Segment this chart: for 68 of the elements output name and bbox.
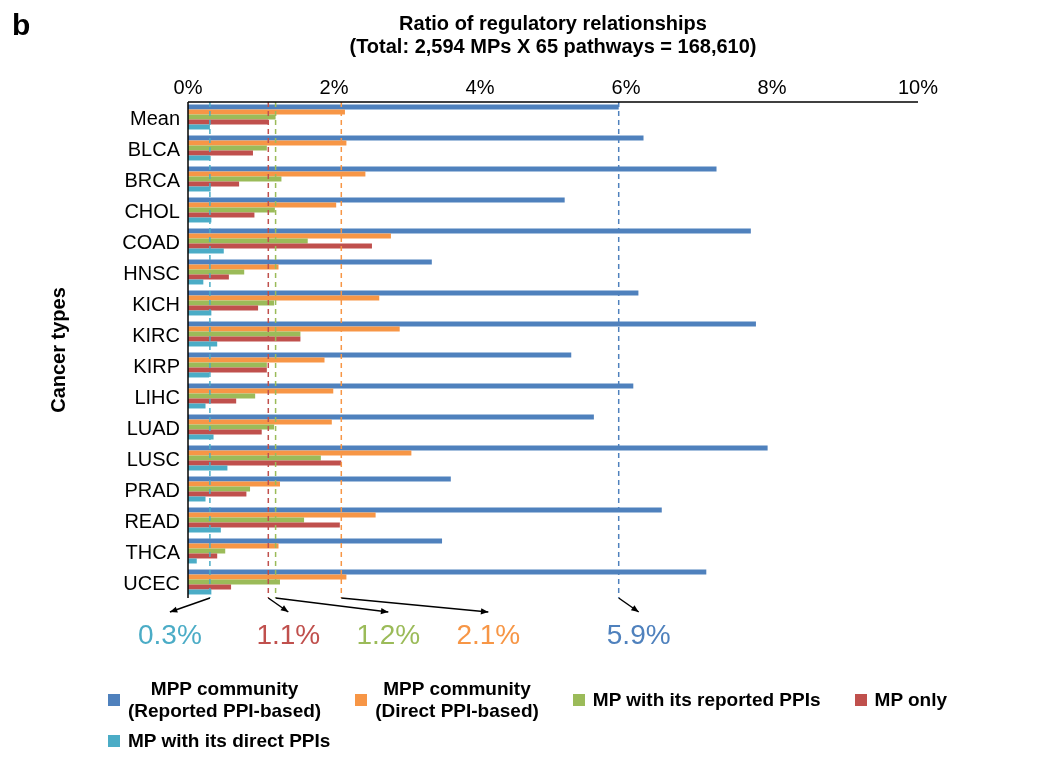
- bar: [188, 429, 262, 435]
- y-tick-label: LUAD: [126, 416, 180, 439]
- ref-line-label: 2.1%: [456, 619, 521, 650]
- ref-line-label: 5.9%: [606, 619, 671, 650]
- bar: [188, 393, 256, 399]
- y-tick-label: LUSC: [126, 447, 180, 470]
- bar: [188, 279, 204, 285]
- bar: [188, 274, 229, 280]
- bar: [188, 150, 253, 156]
- bar: [188, 481, 280, 487]
- bar: [188, 202, 337, 208]
- x-tick-label: 10%: [897, 76, 939, 98]
- y-tick-label: THCA: [125, 540, 181, 563]
- ref-line-label: 1.1%: [256, 619, 321, 650]
- bar: [188, 414, 594, 420]
- bar: [188, 398, 237, 404]
- y-tick-label: PRAD: [124, 478, 180, 501]
- bar: [188, 538, 443, 544]
- bar: [188, 269, 245, 275]
- legend-label: MPP community (Reported PPI-based): [128, 678, 322, 722]
- bar: [188, 496, 206, 502]
- bar: [188, 264, 279, 270]
- bar: [188, 357, 325, 363]
- y-tick-label: KIRP: [133, 354, 180, 377]
- bar: [188, 362, 267, 368]
- y-tick-label: LIHC: [134, 385, 180, 408]
- ref-line-label: 0.3%: [137, 619, 202, 650]
- y-tick-label: KICH: [132, 292, 180, 315]
- bar: [188, 548, 226, 554]
- y-tick-label: COAD: [122, 230, 180, 253]
- y-tick-label: CHOL: [124, 199, 180, 222]
- bar: [188, 181, 240, 187]
- legend-label: MP with its reported PPIs: [592, 689, 821, 711]
- bar: [188, 553, 218, 559]
- bar: [188, 352, 572, 358]
- x-tick-label: 0%: [173, 76, 203, 98]
- bar: [188, 543, 279, 549]
- bar: [188, 486, 251, 492]
- bar: [188, 259, 432, 265]
- y-tick-label: BLCA: [127, 137, 181, 160]
- text: b: [12, 8, 31, 42]
- bar: [188, 197, 565, 203]
- bar: [188, 584, 232, 590]
- bar: [188, 476, 451, 482]
- x-tick-label: 4%: [465, 76, 495, 98]
- ref-line-label: 1.2%: [356, 619, 421, 650]
- bar: [188, 491, 247, 497]
- y-tick-label: READ: [124, 509, 180, 532]
- y-tick-label: KIRC: [132, 323, 180, 346]
- bar: [188, 145, 267, 151]
- y-tick-label: BRCA: [124, 168, 181, 191]
- legend-label: MP with its direct PPIs: [128, 730, 331, 752]
- x-tick-label: 2%: [319, 76, 349, 98]
- x-tick-label: 6%: [611, 76, 641, 98]
- bar: [188, 403, 206, 409]
- x-axis-title: Ratio of regulatory relationships (Total: 2,594 MPs X 65 pathways = 168,610): [348, 11, 758, 58]
- y-tick-label: UCEC: [123, 571, 180, 594]
- bar: [188, 419, 332, 425]
- y-tick-label: HNSC: [123, 261, 180, 284]
- y-tick-label: Mean: [129, 106, 180, 129]
- bar: [188, 388, 334, 394]
- legend-label: MPP community (Direct PPI-based): [375, 678, 539, 722]
- legend-label: MP only: [874, 689, 948, 711]
- bar: [188, 558, 197, 564]
- y-axis-title: Cancer types: [47, 287, 70, 413]
- x-tick-label: 8%: [757, 76, 787, 98]
- bar: [188, 212, 255, 218]
- bar: [188, 305, 259, 311]
